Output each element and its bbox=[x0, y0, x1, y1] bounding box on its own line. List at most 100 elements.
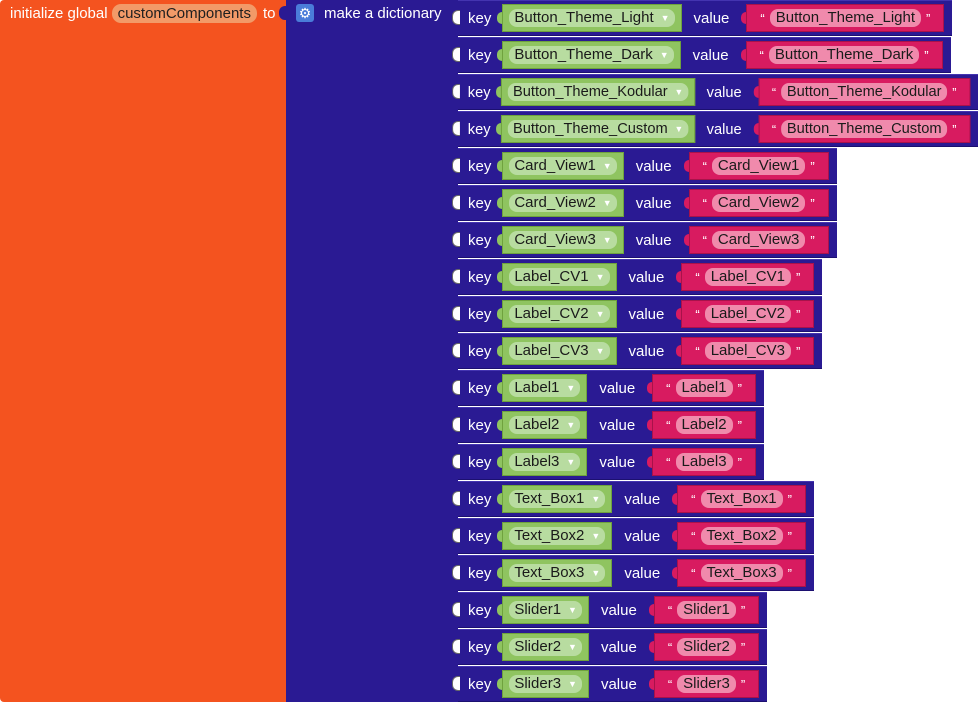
text-block-body[interactable]: “Text_Box2” bbox=[677, 522, 806, 550]
chevron-down-icon[interactable]: ▼ bbox=[602, 198, 612, 208]
component-block[interactable]: Button_Theme_Light ▼ bbox=[497, 4, 682, 32]
component-block[interactable]: Text_Box3 ▼ bbox=[497, 559, 613, 587]
pair-block[interactable]: key Button_Theme_Light ▼ value “Button_Theme… bbox=[452, 0, 953, 36]
chevron-down-icon[interactable]: ▼ bbox=[674, 87, 684, 97]
component-block-body[interactable]: Button_Theme_Custom ▼ bbox=[501, 115, 695, 143]
chevron-down-icon[interactable]: ▼ bbox=[566, 420, 576, 430]
text-block-body[interactable]: “Label3” bbox=[652, 448, 756, 476]
text-block[interactable]: “Card_View3” bbox=[683, 226, 829, 254]
pair-block[interactable]: key Label3 ▼ value “Label3” bbox=[452, 444, 764, 480]
chevron-down-icon[interactable]: ▼ bbox=[595, 346, 605, 356]
component-dropdown[interactable]: Slider1 ▼ bbox=[509, 601, 582, 619]
variable-name-field[interactable]: customComponents bbox=[111, 4, 257, 23]
component-block-body[interactable]: Button_Theme_Dark ▼ bbox=[502, 41, 681, 69]
component-block[interactable]: Label_CV3 ▼ bbox=[497, 337, 617, 365]
pair-block[interactable]: key Text_Box2 ▼ value “Text_Box2” bbox=[452, 518, 814, 554]
chevron-down-icon[interactable]: ▼ bbox=[566, 457, 576, 467]
component-block-body[interactable]: Slider3 ▼ bbox=[502, 670, 589, 698]
text-value-field[interactable]: Label_CV2 bbox=[704, 305, 791, 323]
component-block[interactable]: Button_Theme_Custom ▼ bbox=[496, 115, 695, 143]
text-block-body[interactable]: “Slider3” bbox=[653, 670, 760, 698]
component-block[interactable]: Card_View1 ▼ bbox=[497, 152, 624, 180]
component-block-body[interactable]: Slider1 ▼ bbox=[502, 596, 589, 624]
text-block[interactable]: “Card_View2” bbox=[683, 189, 829, 217]
chevron-down-icon[interactable]: ▼ bbox=[568, 605, 577, 615]
pair-block[interactable]: key Text_Box1 ▼ value “Text_Box1” bbox=[452, 481, 814, 517]
component-dropdown[interactable]: Label_CV1 ▼ bbox=[509, 268, 610, 286]
component-block-body[interactable]: Label_CV3 ▼ bbox=[502, 337, 617, 365]
text-value-field[interactable]: Button_Theme_Light bbox=[769, 9, 921, 27]
component-dropdown[interactable]: Label1 ▼ bbox=[509, 379, 581, 397]
component-dropdown[interactable]: Card_View1 ▼ bbox=[509, 157, 617, 175]
component-dropdown[interactable]: Button_Theme_Dark ▼ bbox=[509, 46, 674, 64]
text-value-field[interactable]: Card_View3 bbox=[711, 231, 806, 249]
text-value-field[interactable]: Label2 bbox=[675, 416, 733, 434]
text-block-body[interactable]: “Slider1” bbox=[653, 596, 760, 624]
chevron-down-icon[interactable]: ▼ bbox=[591, 568, 601, 578]
chevron-down-icon[interactable]: ▼ bbox=[659, 50, 669, 60]
component-block[interactable]: Label3 ▼ bbox=[497, 448, 588, 476]
text-block[interactable]: “Slider3” bbox=[648, 670, 760, 698]
pair-block[interactable]: key Button_Theme_Dark ▼ value “Button_Theme_… bbox=[452, 37, 951, 73]
text-block-body[interactable]: “Label2” bbox=[652, 411, 756, 439]
chevron-down-icon[interactable]: ▼ bbox=[568, 679, 577, 689]
chevron-down-icon[interactable]: ▼ bbox=[591, 531, 601, 541]
component-dropdown[interactable]: Label3 ▼ bbox=[509, 453, 581, 471]
component-block[interactable]: Button_Theme_Kodular ▼ bbox=[496, 78, 695, 106]
pair-block[interactable]: key Slider1 ▼ value “Slider1” bbox=[452, 592, 768, 628]
text-block[interactable]: “Slider1” bbox=[648, 596, 760, 624]
component-block-body[interactable]: Label_CV1 ▼ bbox=[502, 263, 617, 291]
text-block[interactable]: “Label1” bbox=[647, 374, 756, 402]
pair-block[interactable]: key Button_Theme_Custom ▼ value “Button_Them… bbox=[452, 111, 978, 147]
component-dropdown[interactable]: Text_Box2 ▼ bbox=[509, 527, 606, 545]
component-block[interactable]: Text_Box1 ▼ bbox=[497, 485, 613, 513]
text-block-body[interactable]: “Label1” bbox=[652, 374, 756, 402]
component-block[interactable]: Slider2 ▼ bbox=[497, 633, 589, 661]
text-block-body[interactable]: “Card_View2” bbox=[688, 189, 829, 217]
initialize-global-block[interactable]: initialize global customComponents to bbox=[0, 0, 286, 702]
text-block[interactable]: “Label2” bbox=[647, 411, 756, 439]
chevron-down-icon[interactable]: ▼ bbox=[674, 124, 684, 134]
pair-block[interactable]: key Label_CV1 ▼ value “Label_CV1” bbox=[452, 259, 823, 295]
pair-block[interactable]: key Card_View3 ▼ value “Card_View3” bbox=[452, 222, 837, 258]
component-block-body[interactable]: Text_Box1 ▼ bbox=[502, 485, 613, 513]
text-value-field[interactable]: Label3 bbox=[675, 453, 733, 471]
gear-icon[interactable]: ⚙ bbox=[296, 4, 314, 22]
text-block-body[interactable]: “Button_Theme_Kodular” bbox=[758, 78, 971, 106]
text-block[interactable]: “Label3” bbox=[647, 448, 756, 476]
component-block[interactable]: Label1 ▼ bbox=[497, 374, 588, 402]
text-block-body[interactable]: “Button_Theme_Custom” bbox=[758, 115, 971, 143]
text-block[interactable]: “Card_View1” bbox=[683, 152, 829, 180]
chevron-down-icon[interactable]: ▼ bbox=[602, 235, 612, 245]
pair-block[interactable]: key Text_Box3 ▼ value “Text_Box3” bbox=[452, 555, 814, 591]
chevron-down-icon[interactable]: ▼ bbox=[595, 309, 605, 319]
component-dropdown[interactable]: Text_Box1 ▼ bbox=[509, 490, 606, 508]
component-block-body[interactable]: Card_View1 ▼ bbox=[502, 152, 624, 180]
component-block-body[interactable]: Text_Box2 ▼ bbox=[502, 522, 613, 550]
component-block-body[interactable]: Button_Theme_Kodular ▼ bbox=[501, 78, 695, 106]
pair-block[interactable]: key Slider2 ▼ value “Slider2” bbox=[452, 629, 768, 665]
component-block-body[interactable]: Slider2 ▼ bbox=[502, 633, 589, 661]
text-block-body[interactable]: “Button_Theme_Light ” bbox=[746, 4, 945, 32]
chevron-down-icon[interactable]: ▼ bbox=[595, 272, 605, 282]
component-block-body[interactable]: Card_View2 ▼ bbox=[502, 189, 624, 217]
text-block-body[interactable]: “Label_CV3” bbox=[681, 337, 815, 365]
text-block[interactable]: “Label_CV3” bbox=[676, 337, 815, 365]
component-block[interactable]: Label2 ▼ bbox=[497, 411, 588, 439]
component-dropdown[interactable]: Card_View3 ▼ bbox=[509, 231, 617, 249]
text-value-field[interactable]: Label_CV1 bbox=[704, 268, 791, 286]
text-block-body[interactable]: “Label_CV2” bbox=[681, 300, 815, 328]
text-block-body[interactable]: “Text_Box3” bbox=[677, 559, 806, 587]
component-block-body[interactable]: Label2 ▼ bbox=[502, 411, 588, 439]
text-block[interactable]: “Text_Box3” bbox=[672, 559, 806, 587]
component-block[interactable]: Text_Box2 ▼ bbox=[497, 522, 613, 550]
component-dropdown[interactable]: Slider3 ▼ bbox=[509, 675, 582, 693]
pair-block[interactable]: key Slider3 ▼ value “Slider3” bbox=[452, 666, 768, 702]
chevron-down-icon[interactable]: ▼ bbox=[660, 13, 670, 23]
component-dropdown[interactable]: Label_CV3 ▼ bbox=[509, 342, 610, 360]
component-block[interactable]: Button_Theme_Dark ▼ bbox=[497, 41, 681, 69]
component-block[interactable]: Card_View3 ▼ bbox=[497, 226, 624, 254]
text-block[interactable]: “Text_Box2” bbox=[672, 522, 806, 550]
text-value-field[interactable]: Text_Box1 bbox=[700, 490, 783, 508]
make-dictionary-block[interactable]: ⚙ make a dictionary bbox=[286, 0, 458, 702]
